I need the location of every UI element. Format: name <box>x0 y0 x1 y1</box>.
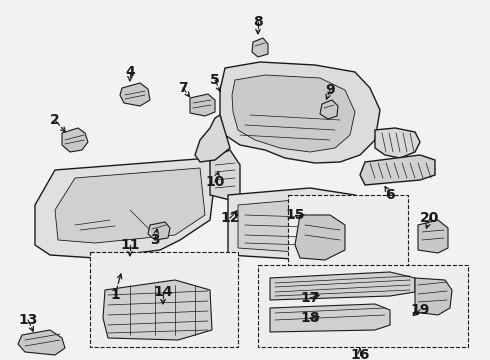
Polygon shape <box>320 100 338 119</box>
Text: 6: 6 <box>385 188 395 202</box>
Polygon shape <box>360 155 435 185</box>
Polygon shape <box>270 304 390 332</box>
Text: 17: 17 <box>300 291 319 305</box>
Text: 15: 15 <box>285 208 305 222</box>
Polygon shape <box>232 75 355 152</box>
Text: 13: 13 <box>18 313 38 327</box>
Polygon shape <box>148 222 170 240</box>
Text: 18: 18 <box>300 311 320 325</box>
Polygon shape <box>295 215 345 260</box>
Text: 3: 3 <box>150 233 160 247</box>
Text: 8: 8 <box>253 15 263 29</box>
Polygon shape <box>270 272 415 300</box>
Polygon shape <box>195 115 230 162</box>
Polygon shape <box>190 94 215 116</box>
Polygon shape <box>252 38 268 57</box>
Text: 14: 14 <box>153 285 173 299</box>
Polygon shape <box>55 168 205 243</box>
Polygon shape <box>375 128 420 158</box>
Bar <box>258 265 468 347</box>
Text: 1: 1 <box>110 288 120 302</box>
Polygon shape <box>103 280 212 340</box>
Text: 7: 7 <box>178 81 188 95</box>
Polygon shape <box>238 200 340 252</box>
Polygon shape <box>418 220 448 253</box>
Polygon shape <box>18 330 65 355</box>
Text: 11: 11 <box>120 238 140 252</box>
Text: 4: 4 <box>125 65 135 79</box>
Polygon shape <box>220 62 380 163</box>
Text: 5: 5 <box>210 73 220 87</box>
Text: 2: 2 <box>50 113 60 127</box>
Text: 10: 10 <box>205 175 225 189</box>
Polygon shape <box>120 83 150 106</box>
Polygon shape <box>62 128 88 152</box>
Text: 19: 19 <box>410 303 430 317</box>
Polygon shape <box>210 150 240 200</box>
Polygon shape <box>35 158 230 258</box>
Bar <box>90 252 238 347</box>
Bar <box>288 195 408 285</box>
Text: 9: 9 <box>325 83 335 97</box>
Polygon shape <box>228 188 355 260</box>
Text: 16: 16 <box>350 348 369 360</box>
Text: 12: 12 <box>220 211 240 225</box>
Text: 20: 20 <box>420 211 440 225</box>
Polygon shape <box>415 278 452 315</box>
